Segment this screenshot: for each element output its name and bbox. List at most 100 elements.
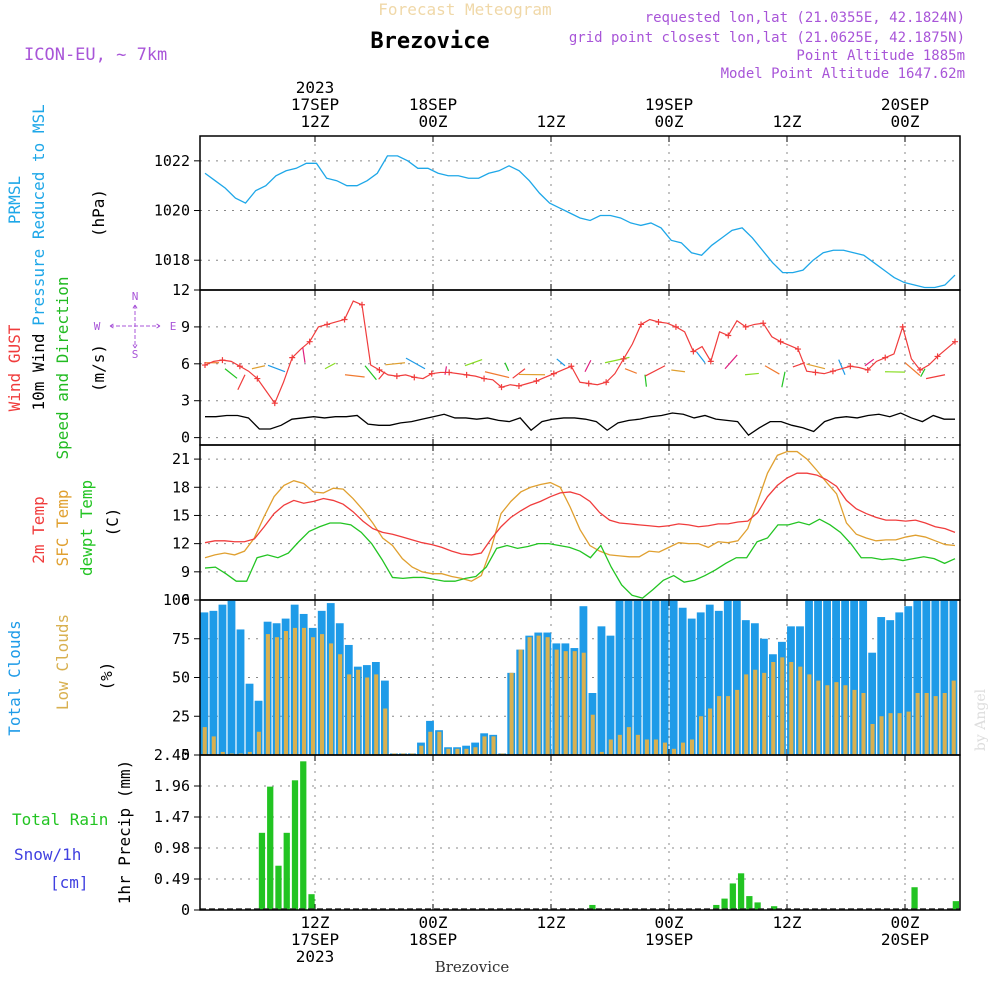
y-tick-label: 75	[172, 630, 190, 648]
gust-marker	[481, 375, 488, 382]
low-cloud-bar	[825, 685, 830, 755]
total-cloud-bar	[877, 617, 886, 755]
low-cloud-bar	[942, 693, 947, 755]
time-label-top: 12Z	[537, 112, 566, 131]
low-cloud-bar	[202, 727, 207, 755]
total-cloud-bar	[236, 629, 245, 755]
rain-bar	[283, 832, 290, 910]
low-cloud-bar	[780, 657, 785, 755]
low-cloud-bar	[464, 748, 469, 755]
low-cloud-bar	[455, 748, 460, 755]
gust-marker	[289, 354, 296, 361]
low-cloud-bar	[482, 736, 487, 755]
time-label-top: 20SEP	[881, 95, 929, 114]
low-cloud-bar	[888, 713, 893, 755]
gust-marker	[550, 370, 557, 377]
total-cloud-bar	[687, 618, 696, 755]
wind-arrow	[251, 365, 266, 370]
low-cloud-bar	[870, 724, 875, 755]
low-cloud-bar	[274, 637, 279, 755]
pressure-label: Pressure Reduced to MSL	[29, 104, 48, 326]
total-cloud-bar	[678, 607, 687, 755]
total-cloud-bar	[615, 600, 624, 755]
y-tick-label: 6	[181, 355, 190, 373]
total-cloud-bar	[922, 600, 931, 755]
dewpt-label: dewpt Temp	[77, 480, 96, 576]
low-cloud-bar	[753, 669, 758, 755]
y-tick-label: 100	[163, 591, 190, 609]
y-tick-label: 9	[181, 563, 190, 581]
rain-bar	[729, 883, 736, 910]
time-label-bottom: 12Z	[773, 913, 802, 932]
low-cloud-bar	[834, 682, 839, 755]
y-tick-label: 1.96	[154, 777, 190, 795]
low-cloud-bar	[256, 731, 261, 755]
time-label-bottom: 17SEP	[291, 930, 339, 949]
gust-marker	[638, 321, 645, 328]
snow-unit: [cm]	[50, 873, 89, 892]
low-cloud-bar	[428, 731, 433, 755]
total-cloud-bar	[642, 600, 651, 755]
low-cloud-bar	[635, 734, 640, 755]
wind-dir-label: Speed and Direction	[53, 276, 72, 459]
low-cloud-bar	[771, 662, 776, 755]
gust-marker	[306, 338, 313, 345]
total-cloud-bar	[832, 600, 840, 755]
total-cloud-bar	[931, 600, 940, 755]
low-cloud-bar	[644, 739, 649, 755]
y-tick-label: 0.49	[154, 870, 190, 888]
low-cloud-bar	[699, 716, 704, 755]
low-cloud-bar	[816, 680, 821, 755]
gust-marker	[202, 362, 208, 369]
grid-coords: grid point closest lon,lat (21.0625E, 42…	[569, 30, 965, 46]
time-label-top: 12Z	[773, 112, 802, 131]
time-label-bottom: 00Z	[419, 913, 448, 932]
model-label: ICON-EU, ~ 7km	[24, 45, 167, 65]
rain-bar	[721, 898, 728, 910]
gust-marker	[760, 320, 767, 327]
y-tick-label: 9	[181, 318, 190, 336]
precip-panel: 0 0.49 0.98 1.47 1.96 2.45	[154, 746, 961, 919]
station-title: Brezovice	[370, 29, 489, 54]
rain-bar	[713, 904, 720, 910]
rain-bar	[911, 887, 918, 910]
rain-bar	[258, 832, 266, 910]
gust-marker	[742, 323, 749, 330]
gust-marker	[620, 355, 627, 362]
low-cloud-bar	[852, 689, 857, 755]
wind-arrow	[696, 351, 706, 364]
low-cloud-bar	[762, 672, 767, 755]
low-cloud-bar	[590, 714, 595, 755]
time-label-bottom: 18SEP	[409, 930, 457, 949]
low-cloud-bar	[365, 677, 370, 755]
low-cloud-bar	[347, 674, 352, 755]
gust-line	[204, 300, 956, 405]
rain-bar	[267, 786, 274, 910]
gust-marker	[393, 373, 400, 380]
wind-arrow	[724, 354, 738, 370]
low-cloud-bar	[726, 696, 731, 755]
rain-label: Total Rain	[12, 810, 108, 829]
low-cloud-bar	[329, 643, 334, 755]
wind-arrow	[385, 362, 406, 366]
low-cloud-bar	[292, 627, 298, 755]
time-label-top: 12Z	[301, 112, 330, 131]
y-tick-label: 21	[172, 450, 190, 468]
pressure-label: PRMSL	[5, 176, 24, 224]
y-tick-label: 0	[181, 746, 190, 764]
point-altitude: Point Altitude 1885m	[796, 48, 965, 64]
wind-arrow	[302, 347, 306, 363]
gust-marker	[882, 354, 889, 361]
total-cloud-bar	[850, 600, 859, 755]
dewpt-line	[204, 518, 956, 599]
low-cloud-bar	[626, 727, 631, 755]
wind-arrow	[781, 371, 786, 388]
time-label-top: 17SEP	[291, 95, 339, 114]
time-label-bottom: 19SEP	[645, 930, 693, 949]
low-cloud-bar	[437, 731, 442, 755]
y-tick-label: 25	[172, 707, 190, 725]
compass-north: N	[132, 290, 139, 303]
time-label-top: 18SEP	[409, 95, 457, 114]
low-cloud-bar	[798, 666, 803, 755]
